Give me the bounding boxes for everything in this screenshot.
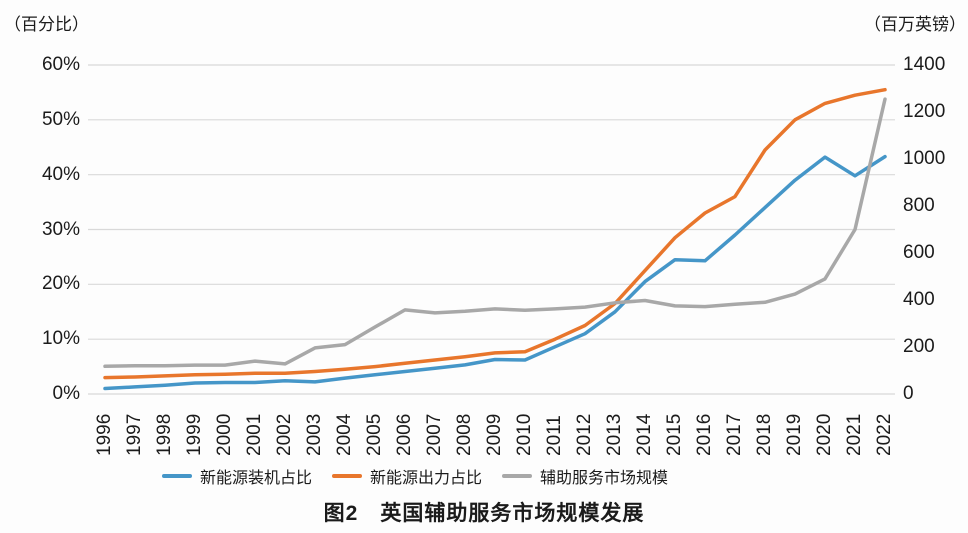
left-axis-tick: 10% bbox=[41, 328, 80, 350]
legend-item: 辅助服务市场规模 bbox=[502, 464, 668, 488]
figure-caption: 图2 英国辅助服务市场规模发展 bbox=[323, 502, 645, 525]
legend-label: 新能源装机占比 bbox=[199, 470, 312, 487]
left-axis-tick: 20% bbox=[41, 273, 80, 295]
left-axis-tick: 0% bbox=[52, 383, 80, 404]
right-axis-tick: 800 bbox=[903, 195, 935, 216]
legend-label: 新能源出力占比 bbox=[369, 470, 482, 487]
right-axis-tick: 1200 bbox=[903, 101, 946, 122]
series-line-新能源装机占比 bbox=[103, 154, 887, 391]
chart-canvas bbox=[88, 64, 895, 395]
right-axis-tick: 1000 bbox=[903, 148, 946, 169]
legend-line-swatch bbox=[502, 474, 532, 478]
right-axis-tick: 200 bbox=[903, 336, 935, 357]
plot-area bbox=[88, 64, 895, 395]
left-axis-tick: 40% bbox=[41, 163, 80, 185]
right-axis-tick: 1400 bbox=[903, 54, 946, 75]
left-axis-tick: 60% bbox=[41, 54, 80, 75]
left-axis-unit-label: （百分比） bbox=[4, 15, 89, 34]
series-line-辅助服务市场规模 bbox=[103, 97, 887, 369]
legend-line-swatch bbox=[161, 474, 192, 478]
left-axis-tick: 50% bbox=[41, 108, 80, 130]
legend-line-swatch bbox=[331, 474, 362, 478]
right-axis-tick: 0 bbox=[903, 383, 914, 404]
legend-item: 新能源出力占比 bbox=[331, 464, 482, 488]
left-axis-tick: 30% bbox=[41, 218, 80, 240]
right-axis-unit-label: （百万英镑） bbox=[864, 15, 966, 34]
series-line-新能源出力占比 bbox=[103, 87, 887, 380]
right-axis-tick: 600 bbox=[903, 242, 935, 263]
legend-label: 辅助服务市场规模 bbox=[540, 470, 669, 487]
legend-item: 新能源装机占比 bbox=[161, 464, 312, 488]
chart-legend: 新能源装机占比 新能源出力占比 辅助服务市场规模 bbox=[0, 464, 830, 488]
right-axis-tick: 400 bbox=[903, 289, 935, 310]
